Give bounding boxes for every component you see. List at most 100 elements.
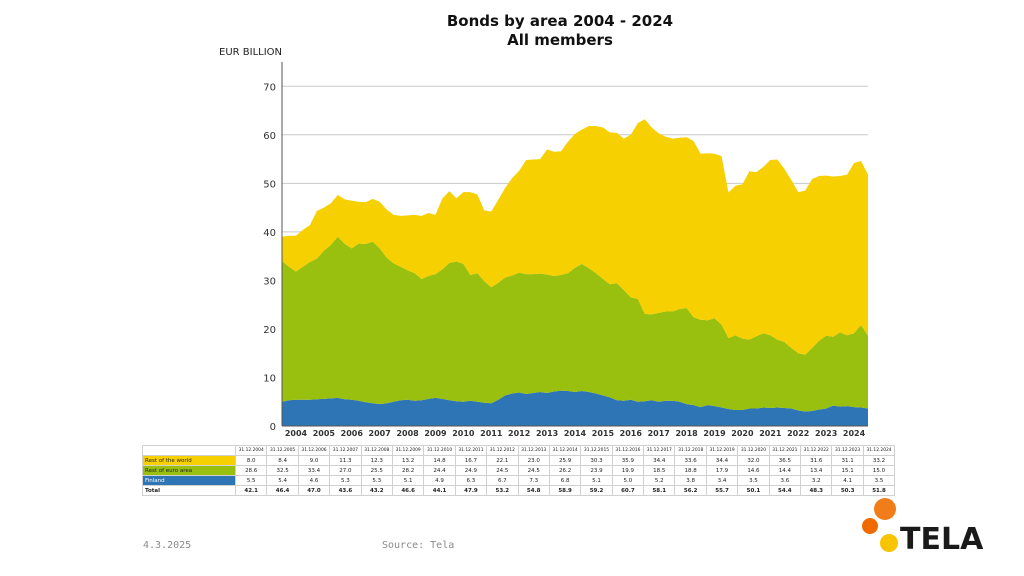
table-header-date: 31.12.2023	[831, 445, 864, 456]
table-cell: 5.5	[234, 475, 268, 486]
table-cell: 24.5	[517, 465, 550, 476]
table-cell: 13.2	[391, 455, 425, 466]
table-cell: 32.5	[266, 465, 299, 476]
table-header-row: 31.12.2004 31.12.2005 31.12.2006 31.12.2007…	[142, 445, 896, 456]
table-header-date: 31.12.2004	[234, 445, 268, 456]
table-cell: 22.1	[486, 455, 519, 466]
table-cell: 30.3	[580, 455, 613, 466]
table-cell: 9.0	[297, 455, 331, 466]
area-euro	[282, 236, 868, 412]
x-tick-label: 2020	[731, 429, 754, 438]
x-tick-label: 2012	[508, 429, 530, 438]
tela-logo: TELA	[860, 496, 983, 558]
table-header-date: 31.12.2011	[454, 445, 488, 456]
y-tick-label: 10	[263, 373, 276, 384]
x-tick-label: 2005	[313, 429, 336, 438]
x-tick-label: 2019	[703, 429, 726, 438]
table-header-date: 31.12.2008	[360, 445, 393, 456]
table-header-date: 31.12.2024	[862, 445, 896, 456]
table-header-date: 31.12.2017	[643, 445, 676, 456]
table-header-date: 31.12.2012	[486, 445, 519, 456]
table-cell: 33.4	[297, 465, 331, 476]
logo-dot-orange	[874, 498, 896, 520]
table-header-date: 31.12.2006	[297, 445, 331, 456]
x-tick-label: 2008	[396, 429, 419, 438]
x-tick-label: 2007	[369, 429, 391, 438]
table-cell: 54.4	[768, 485, 802, 496]
table-header-date: 31.12.2021	[768, 445, 802, 456]
table-cell: 18.8	[674, 465, 707, 476]
table-header-date: 31.12.2009	[391, 445, 425, 456]
table-cell: 36.5	[768, 455, 802, 466]
table-header-date: 31.12.2019	[705, 445, 739, 456]
y-tick-label: 20	[263, 325, 276, 336]
x-tick-label: 2006	[341, 429, 364, 438]
table-header-date: 31.12.2018	[674, 445, 707, 456]
table-cell: 34.4	[643, 455, 676, 466]
logo-dot-orange-small	[862, 518, 878, 534]
table-cell: 15.0	[862, 465, 896, 476]
table-cell: 5.1	[580, 475, 613, 486]
table-cell: 4.1	[831, 475, 864, 486]
x-tick-label: 2009	[424, 429, 447, 438]
table-cell: 24.9	[454, 465, 488, 476]
table-header-date: 31.12.2013	[517, 445, 550, 456]
table-cell: 27.0	[329, 465, 362, 476]
y-tick-label: 0	[270, 422, 276, 433]
table-cell: 19.9	[611, 465, 645, 476]
table-cell: 54.8	[517, 485, 550, 496]
table-cell: 14.6	[737, 465, 770, 476]
footer-source: Source: Tela	[382, 540, 455, 551]
area-series	[282, 119, 868, 426]
table-cell: 44.1	[423, 485, 456, 496]
table-cell: 51.8	[862, 485, 896, 496]
table-cell: 43.6	[329, 485, 362, 496]
table-cell: 24.5	[486, 465, 519, 476]
table-row-finland: Finland 5.5 5.4 4.6 5.3 5.3 5.1 4.9 6.3 6.7 7.3 6.8…	[142, 475, 896, 486]
y-tick-label: 60	[263, 131, 276, 142]
table-cell: 31.6	[800, 455, 833, 466]
data-table: 31.12.2004 31.12.2005 31.12.2006 31.12.2007…	[142, 445, 896, 496]
table-cell: 33.6	[674, 455, 707, 466]
y-tick-label: 40	[263, 228, 276, 239]
y-axis-label: EUR BILLION	[219, 47, 283, 58]
table-cell: 12.3	[360, 455, 393, 466]
table-cell: 14.8	[423, 455, 456, 466]
table-cell: 23.0	[517, 455, 550, 466]
table-cell: 50.1	[737, 485, 770, 496]
table-header-date: 31.12.2022	[800, 445, 833, 456]
table-cell: 3.8	[674, 475, 707, 486]
axes: 0 10 20 30 40 50 60 70 2004 2005 2006 2007 2008 2009 2…	[263, 62, 868, 438]
table-cell: 5.2	[643, 475, 676, 486]
table-cell: 42.1	[234, 485, 268, 496]
table-header-date: 31.12.2007	[329, 445, 362, 456]
table-cell: 6.7	[486, 475, 519, 486]
table-header-date: 31.12.2020	[737, 445, 770, 456]
table-cell: 5.0	[611, 475, 645, 486]
table-cell: 24.4	[423, 465, 456, 476]
table-cell: 11.3	[329, 455, 362, 466]
table-cell: 26.2	[548, 465, 582, 476]
table-row-world: Rest of the world 8.0 8.4 9.0 11.3 12.3 13.2 14…	[142, 455, 896, 466]
table-cell: 46.6	[391, 485, 425, 496]
x-tick-label: 2014	[564, 429, 587, 438]
table-row-label: Rest of euro area	[142, 465, 236, 476]
table-cell: 47.9	[454, 485, 488, 496]
stacked-area-chart: 0 10 20 30 40 50 60 70 2004 2005 2006 2007 2008 2009 2…	[263, 62, 868, 438]
table-cell: 5.3	[360, 475, 393, 486]
table-cell: 17.9	[705, 465, 739, 476]
x-tick-label: 2017	[648, 429, 670, 438]
table-cell: 23.9	[580, 465, 613, 476]
table-cell: 5.1	[391, 475, 425, 486]
area-finland	[282, 390, 868, 426]
table-cell: 43.2	[360, 485, 393, 496]
table-cell: 53.2	[486, 485, 519, 496]
x-tick-label: 2022	[787, 429, 809, 438]
x-tick-label: 2023	[815, 429, 837, 438]
table-cell: 59.2	[580, 485, 613, 496]
x-tick-label: 2024	[843, 429, 866, 438]
table-corner-cell	[142, 445, 236, 456]
area-world	[282, 119, 868, 355]
table-cell: 25.5	[360, 465, 393, 476]
table-cell: 5.3	[329, 475, 362, 486]
